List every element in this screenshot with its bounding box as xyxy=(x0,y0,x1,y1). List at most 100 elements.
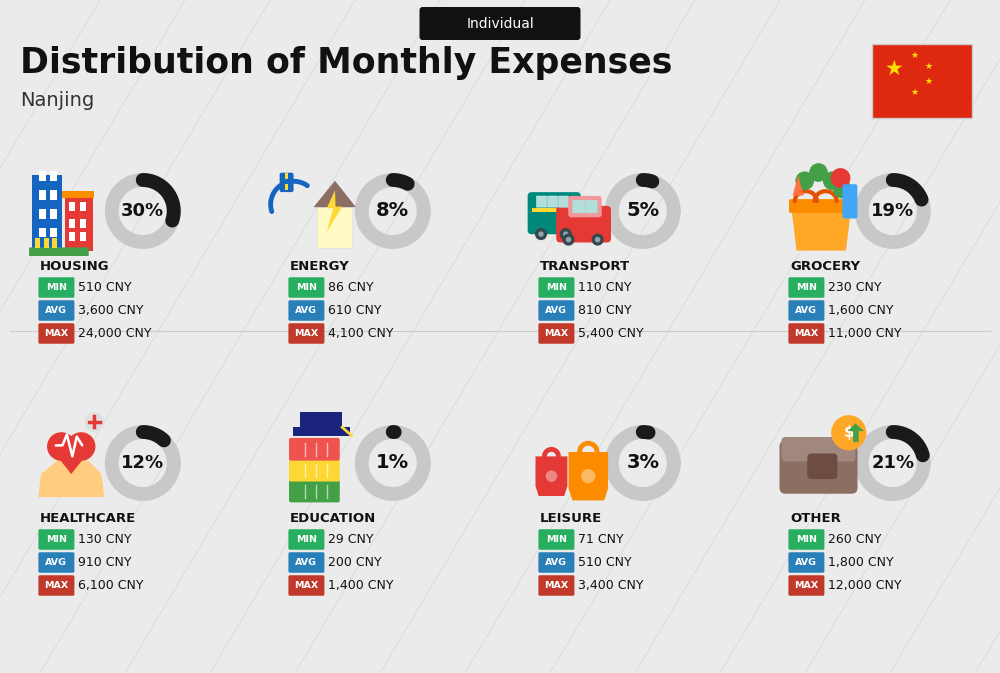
Text: AVG: AVG xyxy=(295,306,317,315)
Text: AVG: AVG xyxy=(45,306,67,315)
Circle shape xyxy=(560,228,572,240)
FancyBboxPatch shape xyxy=(288,553,324,573)
Circle shape xyxy=(563,232,568,237)
FancyBboxPatch shape xyxy=(528,192,581,234)
FancyBboxPatch shape xyxy=(285,184,288,190)
Polygon shape xyxy=(848,423,864,442)
Text: 3,400 CNY: 3,400 CNY xyxy=(578,579,643,592)
FancyBboxPatch shape xyxy=(788,323,824,344)
Text: Nanjing: Nanjing xyxy=(20,92,94,110)
Text: TRANSPORT: TRANSPORT xyxy=(540,260,630,273)
FancyBboxPatch shape xyxy=(842,184,857,219)
Text: 1,400 CNY: 1,400 CNY xyxy=(328,579,393,592)
Text: MAX: MAX xyxy=(544,329,569,338)
Text: 260 CNY: 260 CNY xyxy=(828,533,881,546)
FancyBboxPatch shape xyxy=(568,196,602,217)
FancyBboxPatch shape xyxy=(288,323,324,344)
Text: OTHER: OTHER xyxy=(790,513,841,526)
Circle shape xyxy=(47,432,76,461)
Polygon shape xyxy=(300,412,342,427)
FancyBboxPatch shape xyxy=(558,196,569,207)
FancyBboxPatch shape xyxy=(50,209,57,219)
Circle shape xyxy=(84,412,104,431)
Polygon shape xyxy=(327,190,342,232)
FancyBboxPatch shape xyxy=(62,190,94,199)
FancyBboxPatch shape xyxy=(293,427,350,436)
Text: 200 CNY: 200 CNY xyxy=(328,556,382,569)
FancyBboxPatch shape xyxy=(419,7,580,40)
FancyBboxPatch shape xyxy=(39,171,46,181)
Text: 6,100 CNY: 6,100 CNY xyxy=(78,579,143,592)
Text: MAX: MAX xyxy=(794,329,819,338)
Text: AVG: AVG xyxy=(795,306,817,315)
Polygon shape xyxy=(38,458,104,497)
Text: 130 CNY: 130 CNY xyxy=(78,533,131,546)
Text: 86 CNY: 86 CNY xyxy=(328,281,374,294)
FancyBboxPatch shape xyxy=(288,277,324,297)
FancyBboxPatch shape xyxy=(38,300,74,321)
Text: ★: ★ xyxy=(910,87,918,97)
Text: MAX: MAX xyxy=(794,581,819,590)
Circle shape xyxy=(538,232,544,237)
FancyBboxPatch shape xyxy=(38,575,74,596)
Circle shape xyxy=(823,172,842,190)
Polygon shape xyxy=(793,175,804,196)
Text: MIN: MIN xyxy=(296,283,317,292)
FancyBboxPatch shape xyxy=(807,454,837,479)
Text: 810 CNY: 810 CNY xyxy=(578,304,632,317)
FancyBboxPatch shape xyxy=(288,529,324,550)
FancyBboxPatch shape xyxy=(80,219,86,227)
Text: MAX: MAX xyxy=(294,329,319,338)
Text: AVG: AVG xyxy=(45,558,67,567)
Text: MIN: MIN xyxy=(796,535,817,544)
FancyBboxPatch shape xyxy=(536,196,547,207)
Text: 910 CNY: 910 CNY xyxy=(78,556,131,569)
FancyBboxPatch shape xyxy=(289,438,340,460)
Text: EDUCATION: EDUCATION xyxy=(290,513,376,526)
Circle shape xyxy=(562,234,575,246)
Text: 1,800 CNY: 1,800 CNY xyxy=(828,556,894,569)
FancyBboxPatch shape xyxy=(789,199,854,213)
Text: 12,000 CNY: 12,000 CNY xyxy=(828,579,901,592)
Text: AVG: AVG xyxy=(795,558,817,567)
Text: ★: ★ xyxy=(910,50,918,60)
FancyBboxPatch shape xyxy=(38,553,74,573)
Text: 3,600 CNY: 3,600 CNY xyxy=(78,304,143,317)
Text: ENERGY: ENERGY xyxy=(290,260,350,273)
Circle shape xyxy=(67,432,95,461)
FancyBboxPatch shape xyxy=(538,323,574,344)
FancyBboxPatch shape xyxy=(586,200,598,213)
Text: Individual: Individual xyxy=(466,17,534,30)
FancyBboxPatch shape xyxy=(788,529,824,550)
FancyBboxPatch shape xyxy=(50,171,57,181)
FancyBboxPatch shape xyxy=(788,277,824,297)
Text: 1%: 1% xyxy=(376,454,409,472)
Text: MAX: MAX xyxy=(44,581,69,590)
Circle shape xyxy=(592,234,604,246)
FancyBboxPatch shape xyxy=(788,300,824,321)
FancyBboxPatch shape xyxy=(32,175,62,250)
Text: MIN: MIN xyxy=(46,535,67,544)
Circle shape xyxy=(831,168,850,188)
Circle shape xyxy=(595,237,600,242)
FancyBboxPatch shape xyxy=(289,480,340,503)
FancyBboxPatch shape xyxy=(532,208,577,212)
Text: HOUSING: HOUSING xyxy=(40,260,110,273)
FancyBboxPatch shape xyxy=(38,323,74,344)
FancyBboxPatch shape xyxy=(39,227,46,238)
FancyBboxPatch shape xyxy=(68,219,75,227)
Text: 30%: 30% xyxy=(121,202,164,220)
Text: LEISURE: LEISURE xyxy=(540,513,602,526)
Polygon shape xyxy=(791,205,852,250)
FancyBboxPatch shape xyxy=(29,248,89,256)
FancyBboxPatch shape xyxy=(538,553,574,573)
Text: 5%: 5% xyxy=(626,201,659,221)
Circle shape xyxy=(546,470,557,482)
Text: 8%: 8% xyxy=(376,201,409,221)
Text: ★: ★ xyxy=(924,62,932,71)
Text: MIN: MIN xyxy=(296,535,317,544)
Text: AVG: AVG xyxy=(545,306,567,315)
Text: MIN: MIN xyxy=(546,283,567,292)
FancyBboxPatch shape xyxy=(572,200,585,213)
FancyBboxPatch shape xyxy=(52,238,57,248)
